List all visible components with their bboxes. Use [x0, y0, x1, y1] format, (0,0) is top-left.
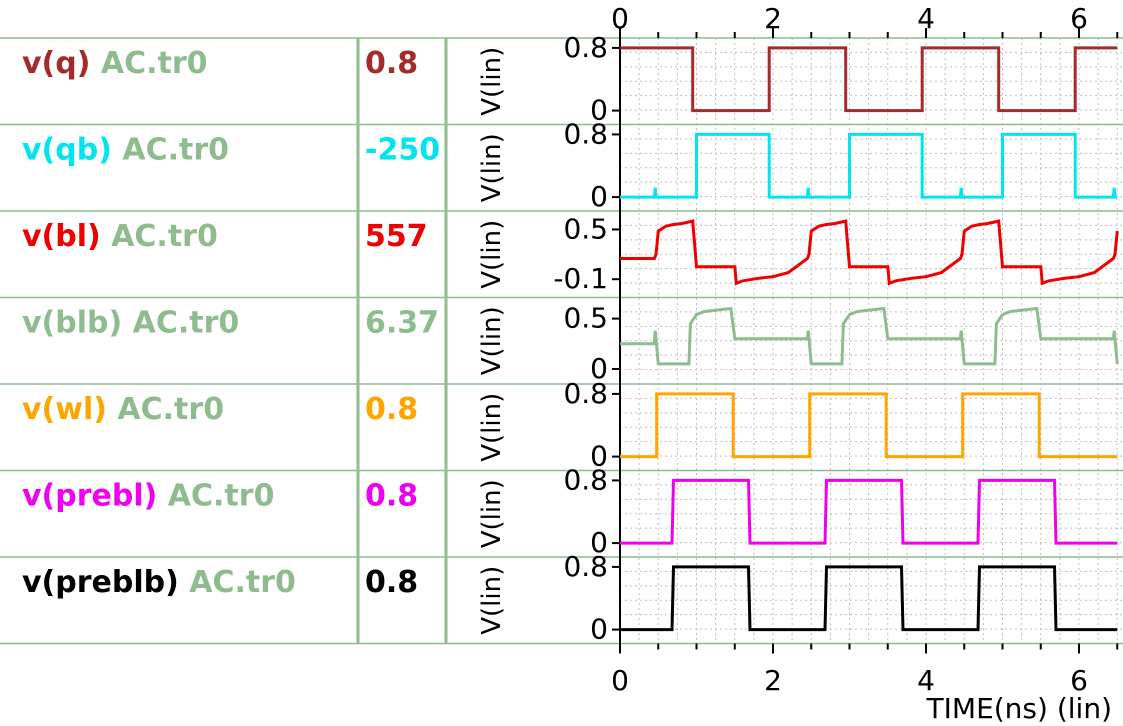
cursor-value: 0.8	[365, 46, 418, 81]
x-tick-label-top: 4	[917, 2, 935, 35]
x-tick-label-bottom: 0	[611, 664, 629, 697]
y-unit-label: V(lin)	[477, 393, 507, 462]
file-label: AC.tr0	[122, 133, 229, 168]
waveform-trace[interactable]	[620, 478, 1118, 545]
cursor-value: 0.8	[365, 392, 418, 427]
x-tick-label-top: 0	[611, 2, 629, 35]
y-unit-label: V(lin)	[477, 47, 507, 116]
signal-name: v(blb)	[22, 306, 133, 341]
y-unit-label: V(lin)	[477, 306, 507, 375]
waveform-trace[interactable]	[620, 46, 1118, 113]
y-tick-label: 0.5	[563, 302, 608, 335]
cursor-value: -250	[365, 133, 440, 168]
cursor-value: 557	[365, 219, 428, 254]
signal-legend-entry[interactable]: v(bl) AC.tr0	[22, 219, 218, 254]
waveform-trace[interactable]	[620, 219, 1119, 286]
cursor-value: 0.8	[365, 479, 418, 514]
y-tick-label: 0.8	[563, 117, 608, 150]
x-axis-label: TIME(ns) (lin)	[926, 692, 1112, 725]
signal-name: v(bl)	[22, 219, 111, 254]
signal-legend-entry[interactable]: v(q) AC.tr0	[22, 46, 208, 81]
x-tick-label-top: 2	[764, 2, 782, 35]
waveform-trace[interactable]	[620, 306, 1119, 366]
time-axis: TIME(ns) (lin) 0 0 2 2 4 4 6 6	[611, 2, 1119, 725]
y-tick-label: 0.5	[563, 212, 608, 245]
x-tick-label-bottom: 4	[917, 664, 935, 697]
panel-frames	[0, 37, 1123, 645]
file-label: AC.tr0	[111, 219, 218, 254]
signal-legend-entry[interactable]: v(qb) AC.tr0	[22, 133, 229, 168]
file-label: AC.tr0	[168, 479, 275, 514]
file-label: AC.tr0	[189, 565, 296, 600]
x-tick-label-top: 6	[1070, 2, 1088, 35]
file-label: AC.tr0	[101, 46, 208, 81]
y-tick-label: 0.8	[563, 550, 608, 583]
y-tick-label: 0	[590, 526, 608, 559]
y-tick-label: 0	[590, 352, 608, 385]
y-tick-label: 0.8	[563, 463, 608, 496]
y-tick-label: 0	[590, 440, 608, 473]
y-unit-label: V(lin)	[477, 220, 507, 289]
y-tick-label: 0	[590, 180, 608, 213]
y-tick-label: 0.8	[563, 377, 608, 410]
signal-legend: v(q) AC.tr0 0.8 v(qb) AC.tr0 -250 v(bl) AC.t…	[22, 46, 440, 600]
y-unit-label: V(lin)	[477, 566, 507, 635]
signal-name: v(q)	[22, 46, 101, 81]
y-tick-label: 0	[590, 94, 608, 127]
signal-name: v(wl)	[22, 392, 117, 427]
y-unit-label: V(lin)	[477, 133, 507, 202]
signal-name: v(preblb)	[22, 565, 189, 600]
x-tick-label-bottom: 2	[764, 664, 782, 697]
signal-legend-entry[interactable]: v(blb) AC.tr0	[22, 306, 239, 341]
signal-legend-entry[interactable]: v(prebl) AC.tr0	[22, 479, 274, 514]
waveform-traces	[620, 46, 1119, 632]
cursor-value: 6.37	[365, 306, 439, 341]
signal-name: v(prebl)	[22, 479, 168, 514]
file-label: AC.tr0	[133, 306, 240, 341]
signal-name: v(qb)	[22, 133, 122, 168]
signal-legend-entry[interactable]: v(wl) AC.tr0	[22, 392, 224, 427]
y-tick-label: 0.8	[563, 31, 608, 64]
waveform-trace[interactable]	[620, 132, 1118, 199]
x-tick-label-bottom: 6	[1070, 664, 1088, 697]
signal-legend-entry[interactable]: v(preblb) AC.tr0	[22, 565, 296, 600]
file-label: AC.tr0	[117, 392, 224, 427]
y-tick-label: -0.1	[553, 262, 608, 295]
waveform-trace[interactable]	[620, 392, 1118, 459]
y-unit-label: V(lin)	[477, 479, 507, 548]
y-tick-label: 0	[590, 613, 608, 646]
waveform-trace[interactable]	[620, 565, 1118, 632]
y-axes: 0.80V(lin)0.80V(lin)0.5-0.1V(lin)0.50V(l…	[477, 31, 620, 646]
cursor-value: 0.8	[365, 565, 418, 600]
grid-lines	[620, 38, 1123, 644]
